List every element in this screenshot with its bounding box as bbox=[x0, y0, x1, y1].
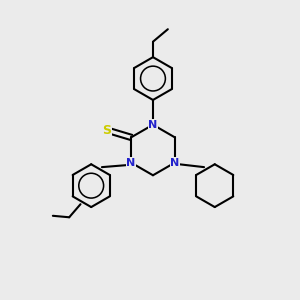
Text: N: N bbox=[148, 120, 158, 130]
Text: N: N bbox=[127, 158, 136, 168]
Text: N: N bbox=[170, 158, 179, 168]
Text: S: S bbox=[102, 124, 111, 137]
